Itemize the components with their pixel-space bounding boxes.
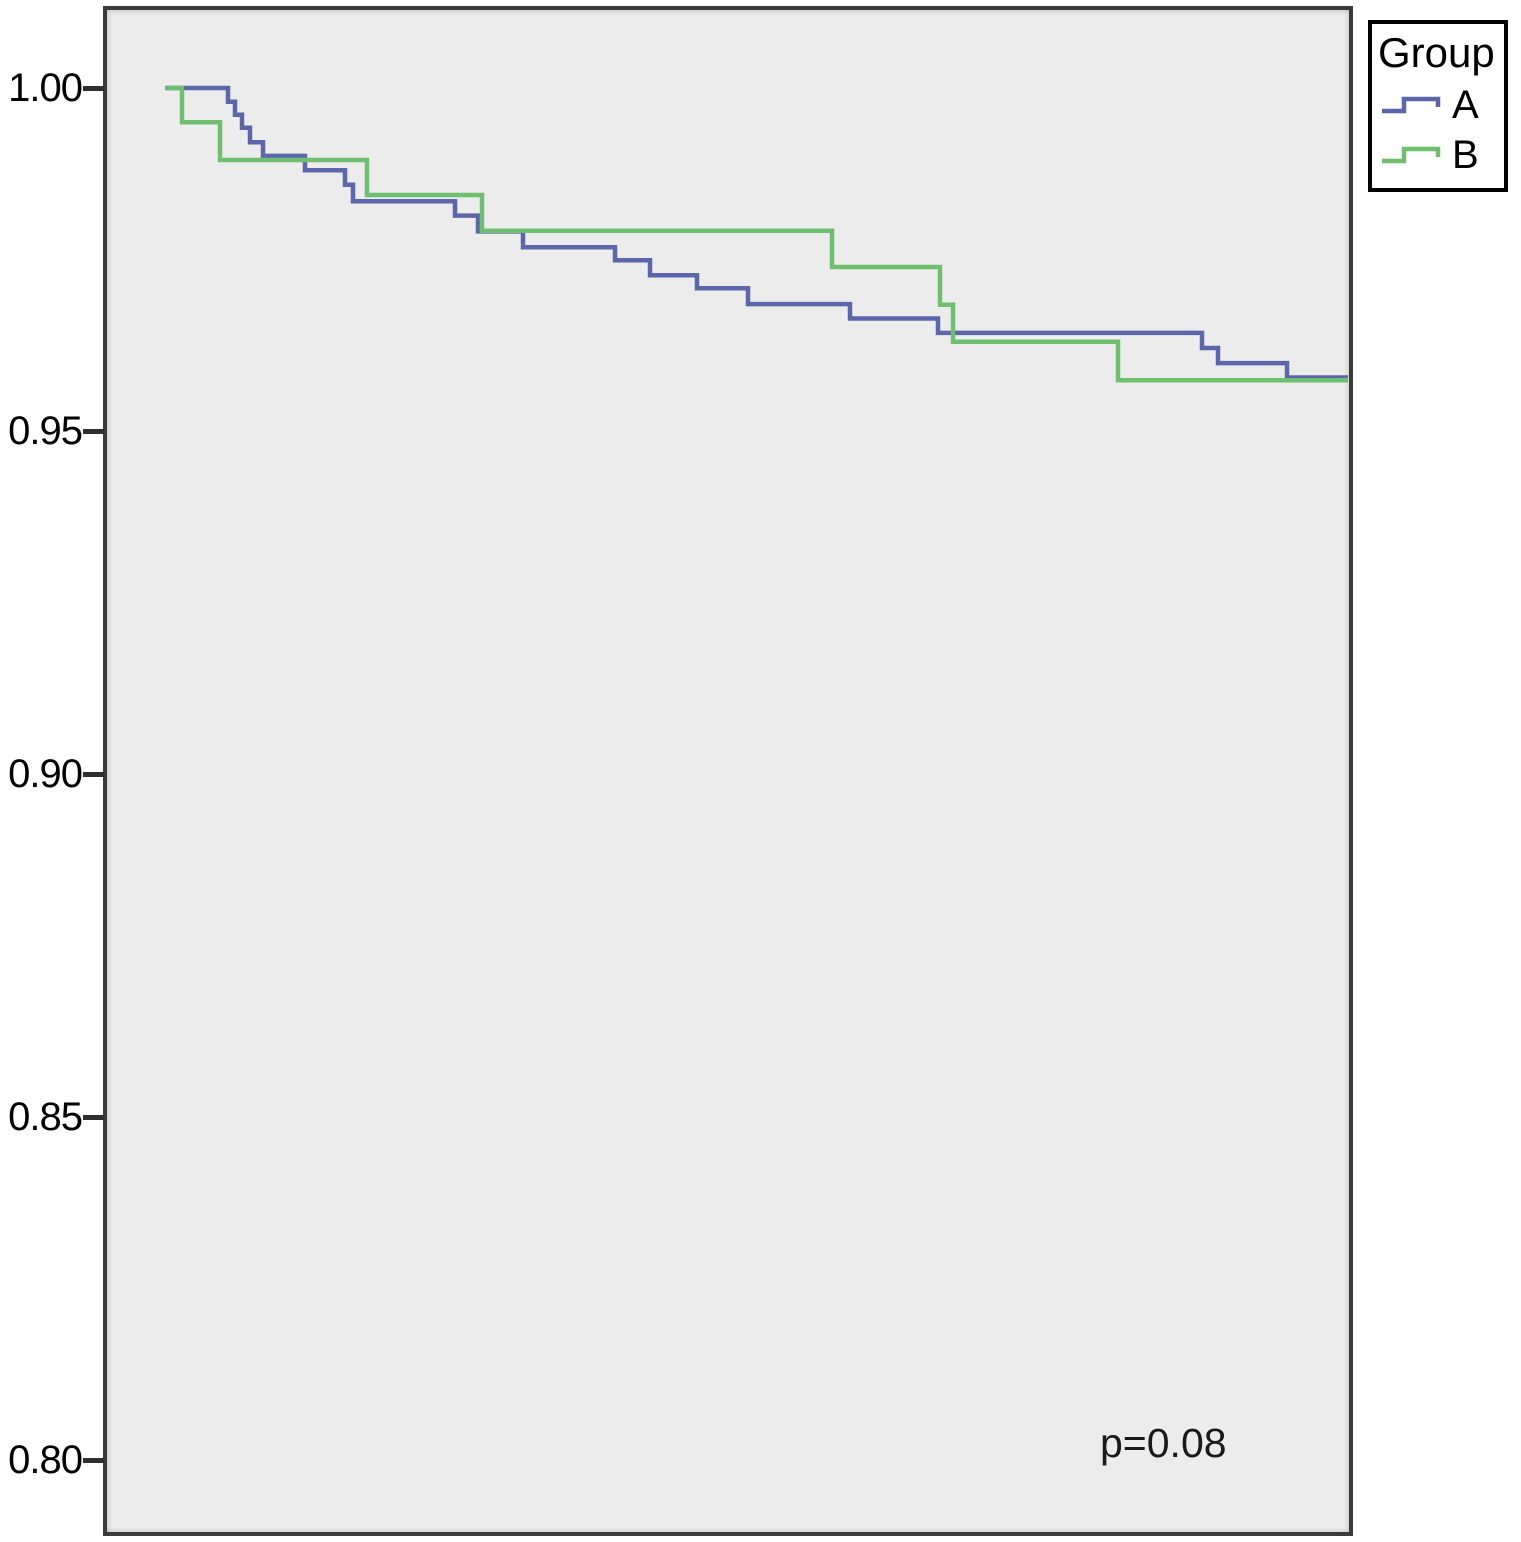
y-axis-tick-mark [83, 428, 104, 434]
group-a-step-line-icon [1382, 96, 1441, 114]
legend-item-group-a: A [1380, 84, 1504, 126]
y-axis-tick-mark [83, 1114, 104, 1120]
y-axis-tick-label: 1.00 [8, 66, 83, 110]
p-value-annotation: p=0.08 [1100, 1420, 1227, 1466]
y-axis-tick-mark [83, 1457, 104, 1463]
group-b-step-line-icon [1382, 146, 1441, 164]
legend-label-group-b: B [1452, 133, 1479, 177]
y-axis-tick-mark [83, 771, 104, 777]
y-axis-tick-label: 0.85 [8, 1095, 83, 1139]
y-axis-tick-label: 0.90 [8, 752, 83, 796]
legend-label-group-a: A [1452, 83, 1479, 127]
y-axis-tick-label: 0.80 [8, 1438, 83, 1482]
y-axis-tick-label: 0.95 [8, 409, 83, 453]
legend: Group A B [1368, 20, 1508, 192]
plot-area [103, 6, 1353, 1536]
legend-item-group-b: B [1380, 134, 1504, 176]
y-axis-tick-mark [83, 85, 104, 91]
legend-title: Group [1378, 29, 1495, 76]
